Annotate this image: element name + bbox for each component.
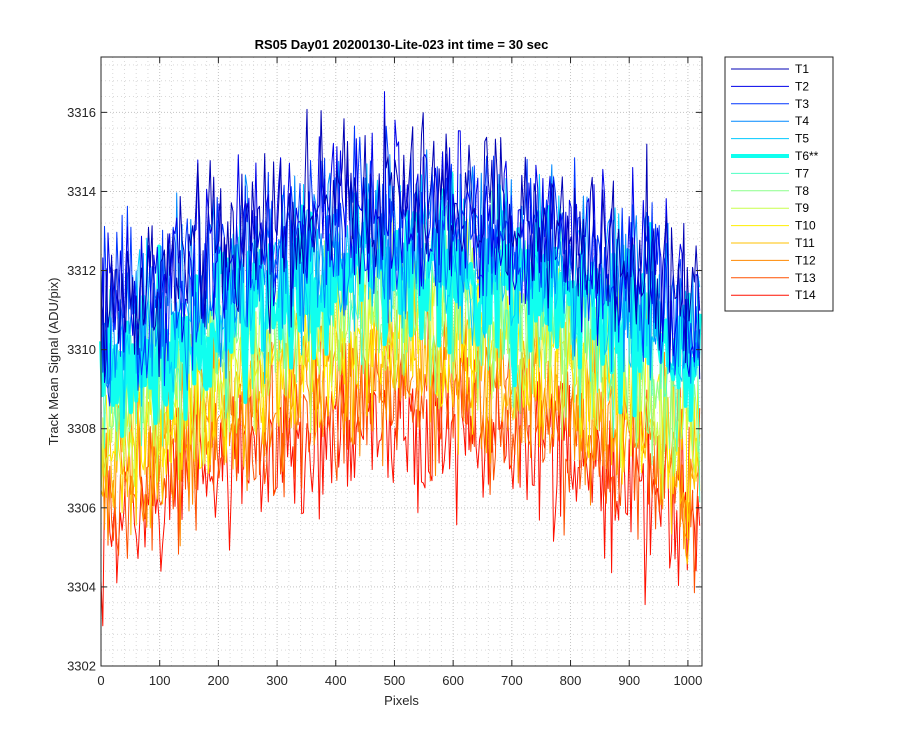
x-tick-label: 200 bbox=[208, 673, 230, 688]
ticks: 0 100 200 300 400 500 600 700 800 900 1000 3302 3304… bbox=[67, 57, 702, 688]
legend-label: T1 bbox=[795, 62, 809, 76]
plot-frame bbox=[100, 56, 703, 667]
y-tick-label: 3312 bbox=[67, 263, 96, 278]
legend-label: T2 bbox=[795, 79, 809, 93]
series-layer bbox=[99, 91, 702, 627]
legend-label: T9 bbox=[795, 201, 809, 215]
legend-label: T11 bbox=[795, 236, 815, 250]
x-tick-label: 1000 bbox=[673, 673, 702, 688]
legend-label: T5 bbox=[795, 132, 809, 146]
chart-title: RS05 Day01 20200130-Lite-023 int time = … bbox=[255, 37, 549, 52]
x-tick-label: 300 bbox=[266, 673, 288, 688]
x-tick-label: 600 bbox=[442, 673, 464, 688]
y-tick-label: 3314 bbox=[67, 184, 96, 199]
x-axis-label: Pixels bbox=[384, 693, 419, 708]
series-line-t1 bbox=[100, 108, 701, 380]
legend-label: T8 bbox=[795, 184, 809, 198]
y-tick-label: 3302 bbox=[67, 659, 96, 674]
x-tick-label: 500 bbox=[384, 673, 406, 688]
y-tick-label: 3316 bbox=[67, 105, 96, 120]
x-tick-label: 400 bbox=[325, 673, 347, 688]
y-tick-label: 3308 bbox=[67, 421, 96, 436]
legend-label: T12 bbox=[795, 253, 816, 267]
legend-box bbox=[724, 56, 834, 312]
legend-label: T4 bbox=[795, 114, 809, 128]
legend-label: T3 bbox=[795, 97, 809, 111]
y-tick-label: 3310 bbox=[67, 342, 96, 357]
legend-label: T7 bbox=[795, 166, 809, 180]
legend-label: T10 bbox=[795, 219, 816, 233]
legend-label: T6** bbox=[795, 149, 819, 163]
x-tick-label: 700 bbox=[501, 673, 523, 688]
legend: T1 T2 T3 T4 T5 T6** T7 T8 T9 T10 T11 T12 T13 T14 bbox=[724, 56, 834, 312]
y-axis-label: Track Mean Signal (ADU/pix) bbox=[46, 278, 61, 446]
y-tick-label: 3306 bbox=[67, 500, 96, 515]
legend-label: T13 bbox=[795, 271, 816, 285]
y-tick-label: 3304 bbox=[67, 579, 96, 594]
x-tick-label: 900 bbox=[618, 673, 640, 688]
x-tick-label: 0 bbox=[97, 673, 104, 688]
legend-label: T14 bbox=[795, 288, 816, 302]
x-tick-label: 100 bbox=[149, 673, 171, 688]
x-tick-label: 800 bbox=[560, 673, 582, 688]
